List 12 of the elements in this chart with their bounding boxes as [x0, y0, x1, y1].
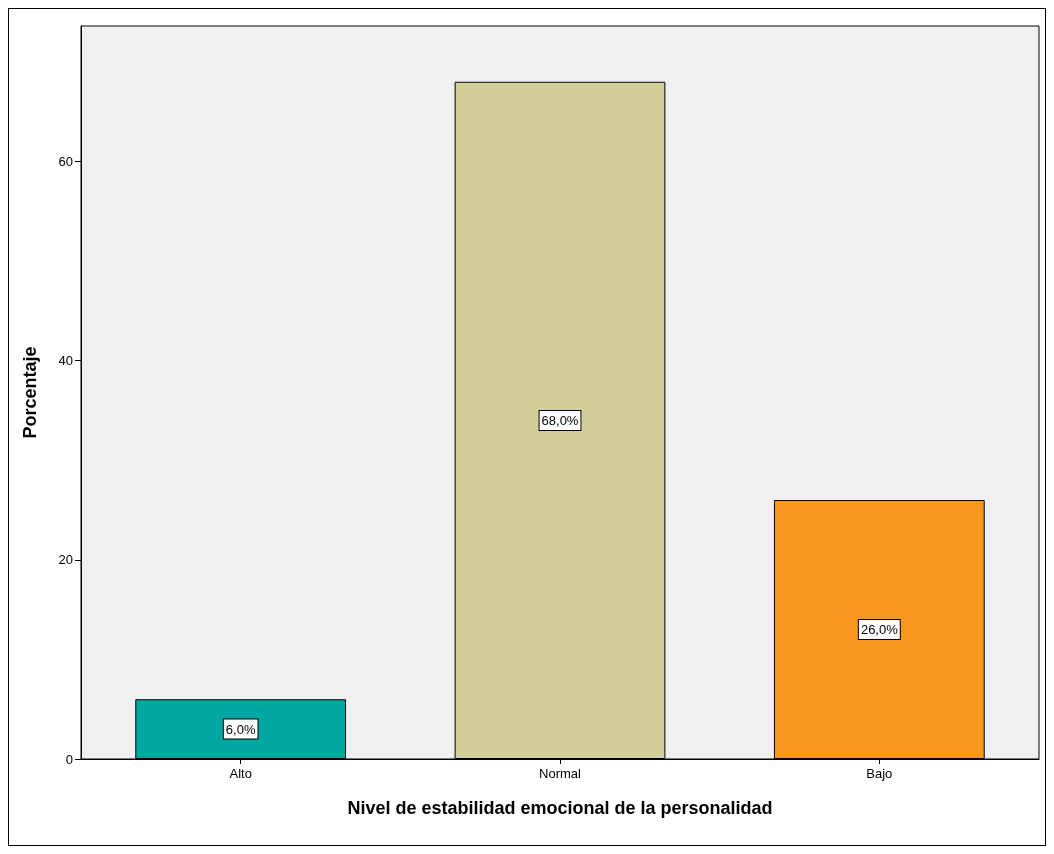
data-label: 68,0% [541, 412, 579, 428]
y-tick-label: 60 [58, 153, 73, 169]
y-tick-label: 0 [65, 751, 73, 767]
data-label: 6,0% [225, 721, 256, 737]
y-tick-label: 20 [58, 552, 73, 568]
y-axis-title: Porcentaje [20, 346, 40, 439]
data-label: 26,0% [860, 622, 899, 638]
x-tick-label: Bajo [866, 766, 893, 781]
y-tick-label: 40 [58, 353, 73, 369]
x-tick-label: Alto [229, 766, 252, 781]
x-tick-label: Normal [539, 766, 582, 781]
x-axis-title: Nivel de estabilidad emocional de la personalidad [347, 798, 773, 818]
